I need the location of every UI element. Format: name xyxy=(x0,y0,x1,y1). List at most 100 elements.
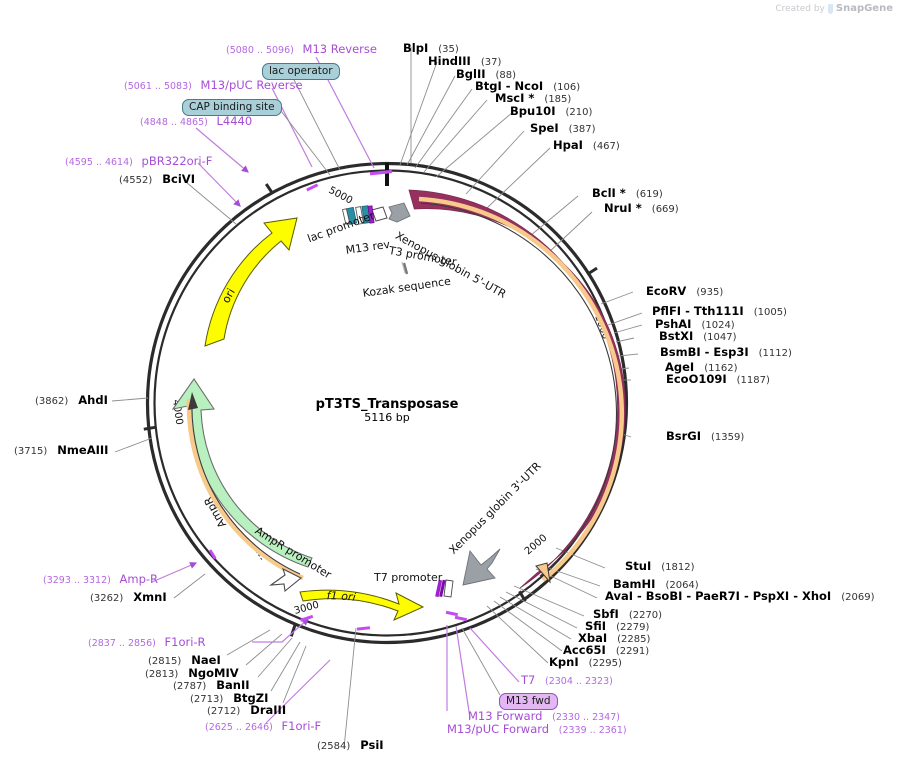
enzyme-name: MscI * xyxy=(495,91,535,105)
ampr-intron-mark xyxy=(253,547,263,561)
enzyme-label-bstxi: BstXI (1047) xyxy=(659,329,737,343)
feature-name: M13 Reverse xyxy=(302,42,377,56)
f1-ori-arrow xyxy=(299,589,425,621)
cap-site-box xyxy=(367,205,375,224)
enzyme-name: PflFI - Tth111I xyxy=(652,304,744,318)
feature-range: (2339 .. 2361) xyxy=(558,725,627,736)
enzyme-label-pflfi-tth111i: PflFI - Tth111I (1005) xyxy=(652,304,787,318)
enzyme-pos: (2813) xyxy=(145,669,179,680)
enzyme-name: BsmBI - Esp3I xyxy=(660,345,749,359)
enzyme-label-naei: (2815) NaeI xyxy=(148,654,221,667)
enzyme-name: EcoRV xyxy=(646,284,687,298)
enzyme-pos: (2064) xyxy=(665,580,699,591)
f1-ori-label: f1 ori xyxy=(327,589,357,604)
enzyme-pos: (1187) xyxy=(736,375,770,386)
feature-label-f1ori-r: (2837 .. 2856) F1ori-R xyxy=(88,635,206,649)
feature-name: F1ori-R xyxy=(164,635,206,649)
enzyme-name: HpaI xyxy=(553,138,583,152)
enzyme-pos: (2584) xyxy=(317,741,351,752)
page-title: pT3TS_Transposase xyxy=(315,397,459,412)
feature-name: M13/pUC Reverse xyxy=(200,78,303,92)
leader-lines-left xyxy=(111,56,375,599)
ampr-orf-outline-inner xyxy=(191,399,301,575)
enzyme-label-kpni: KpnI (2295) xyxy=(549,655,622,669)
enzyme-pos: (2712) xyxy=(207,706,241,717)
enzyme-name: BciVI xyxy=(162,172,195,186)
plasmid-size: 5116 bp xyxy=(364,411,410,424)
enzyme-pos: (4552) xyxy=(119,175,153,186)
enzyme-pos: (2279) xyxy=(616,622,650,633)
kozak-sequence-mark2 xyxy=(401,261,406,274)
feature-range: (5080 .. 5096) xyxy=(226,45,294,56)
enzyme-name: BclI * xyxy=(592,186,626,200)
enzyme-name: BanII xyxy=(216,678,250,692)
feature-name: L4440 xyxy=(216,114,253,128)
enzyme-label-ecorv: EcoRV (935) xyxy=(646,284,723,298)
enzyme-name: XmnI xyxy=(133,590,167,604)
enzyme-pos: (1112) xyxy=(758,348,792,359)
enzyme-pos: (2713) xyxy=(190,694,224,705)
leader-lines-bottom-left xyxy=(226,618,357,749)
enzyme-pos: (2285) xyxy=(617,634,651,645)
ori-arrow xyxy=(204,217,298,347)
enzyme-label-msci: MscI * (185) xyxy=(495,91,571,105)
feature-range: (2625 .. 2646) xyxy=(205,722,273,733)
orf-outline-arc-inner xyxy=(420,202,617,577)
boxed-label-m13-fwd: M13 fwd xyxy=(499,691,558,710)
enzyme-pos: (619) xyxy=(635,189,663,200)
enzyme-pos: (1005) xyxy=(753,307,787,318)
ampr-promoter-arrow xyxy=(269,567,303,593)
snapgene-watermark: Created by SnapGene xyxy=(775,3,893,14)
enzyme-label-bglii: BglII (88) xyxy=(456,68,517,81)
enzyme-pos: (387) xyxy=(568,124,596,135)
enzyme-name: HindIII xyxy=(428,54,471,68)
orf-outline-arc xyxy=(418,196,625,582)
feature-label-l4440: (4848 .. 4865) L4440 xyxy=(140,114,253,128)
enzyme-label-ahdi: (3862) AhdI xyxy=(35,393,108,407)
enzyme-label-ecoo109i: EcoO109I (1187) xyxy=(666,372,770,386)
tick-label-5000: 5000 xyxy=(327,185,355,207)
enzyme-label-nmeaiii: (3715) NmeAIII xyxy=(14,444,108,457)
enzyme-name: AhdI xyxy=(78,393,108,407)
enzyme-name: DraIII xyxy=(250,703,287,717)
enzyme-pos: (88) xyxy=(495,70,517,81)
t3-promoter-arrow xyxy=(371,206,388,222)
enzyme-name: XbaI xyxy=(578,631,608,645)
enzyme-label-bcli: BclI * (619) xyxy=(592,186,663,200)
watermark-prefix: Created by xyxy=(775,3,825,14)
orf-arrowhead xyxy=(535,562,551,584)
enzyme-label-bamhi: BamHI (2064) xyxy=(613,578,699,591)
boxed-label-text: M13 fwd xyxy=(499,693,558,710)
enzyme-pos: (3262) xyxy=(90,593,124,604)
ampr-orf-outline xyxy=(186,398,304,581)
feature-label-m13-puc-forward: M13/pUC Forward (2339 .. 2361) xyxy=(447,723,627,736)
tick-label-3000: 3000 xyxy=(293,600,320,617)
enzyme-label-hpai: HpaI (467) xyxy=(553,138,620,152)
enzyme-name: SfiI xyxy=(585,619,607,633)
enzyme-label-bpu10i: Bpu10I (210) xyxy=(510,105,592,118)
enzyme-name: BtgI - NcoI xyxy=(475,79,544,93)
watermark-brand: SnapGene xyxy=(835,3,893,14)
enzyme-pos: (3715) xyxy=(14,446,48,457)
enzyme-label-spei: SpeI (387) xyxy=(530,121,596,135)
enzyme-label-blpi: BlpI (35) xyxy=(403,42,459,55)
enzyme-name: PsiI xyxy=(360,738,384,752)
enzyme-name: BstXI xyxy=(659,329,694,343)
ampr-orf-arrowhead xyxy=(188,392,198,410)
enzyme-pos: (2069) xyxy=(841,592,875,603)
enzyme-label-xbai: XbaI (2285) xyxy=(578,631,651,645)
enzyme-name: SpeI xyxy=(530,121,559,135)
enzyme-label-acc65i: Acc65I (2291) xyxy=(563,644,649,657)
enzyme-pos: (35) xyxy=(438,44,459,55)
enzyme-pos: (2787) xyxy=(173,681,207,692)
enzyme-pos: (1812) xyxy=(661,562,695,573)
feature-label-m13-forward: M13 Forward (2330 .. 2347) xyxy=(468,710,620,723)
enzyme-name: KpnI xyxy=(549,655,579,669)
enzyme-name: AvaI - BsoBI - PaeR7I - PspXI - XhoI xyxy=(605,589,832,603)
enzyme-label-btgi-ncoi: BtgI - NcoI (106) xyxy=(475,79,580,93)
enzyme-name: SbfI xyxy=(593,607,619,621)
enzyme-name: EcoO109I xyxy=(666,372,727,386)
enzyme-name: NruI * xyxy=(604,201,642,215)
enzyme-label-sbfi: SbfI (2270) xyxy=(593,607,662,621)
